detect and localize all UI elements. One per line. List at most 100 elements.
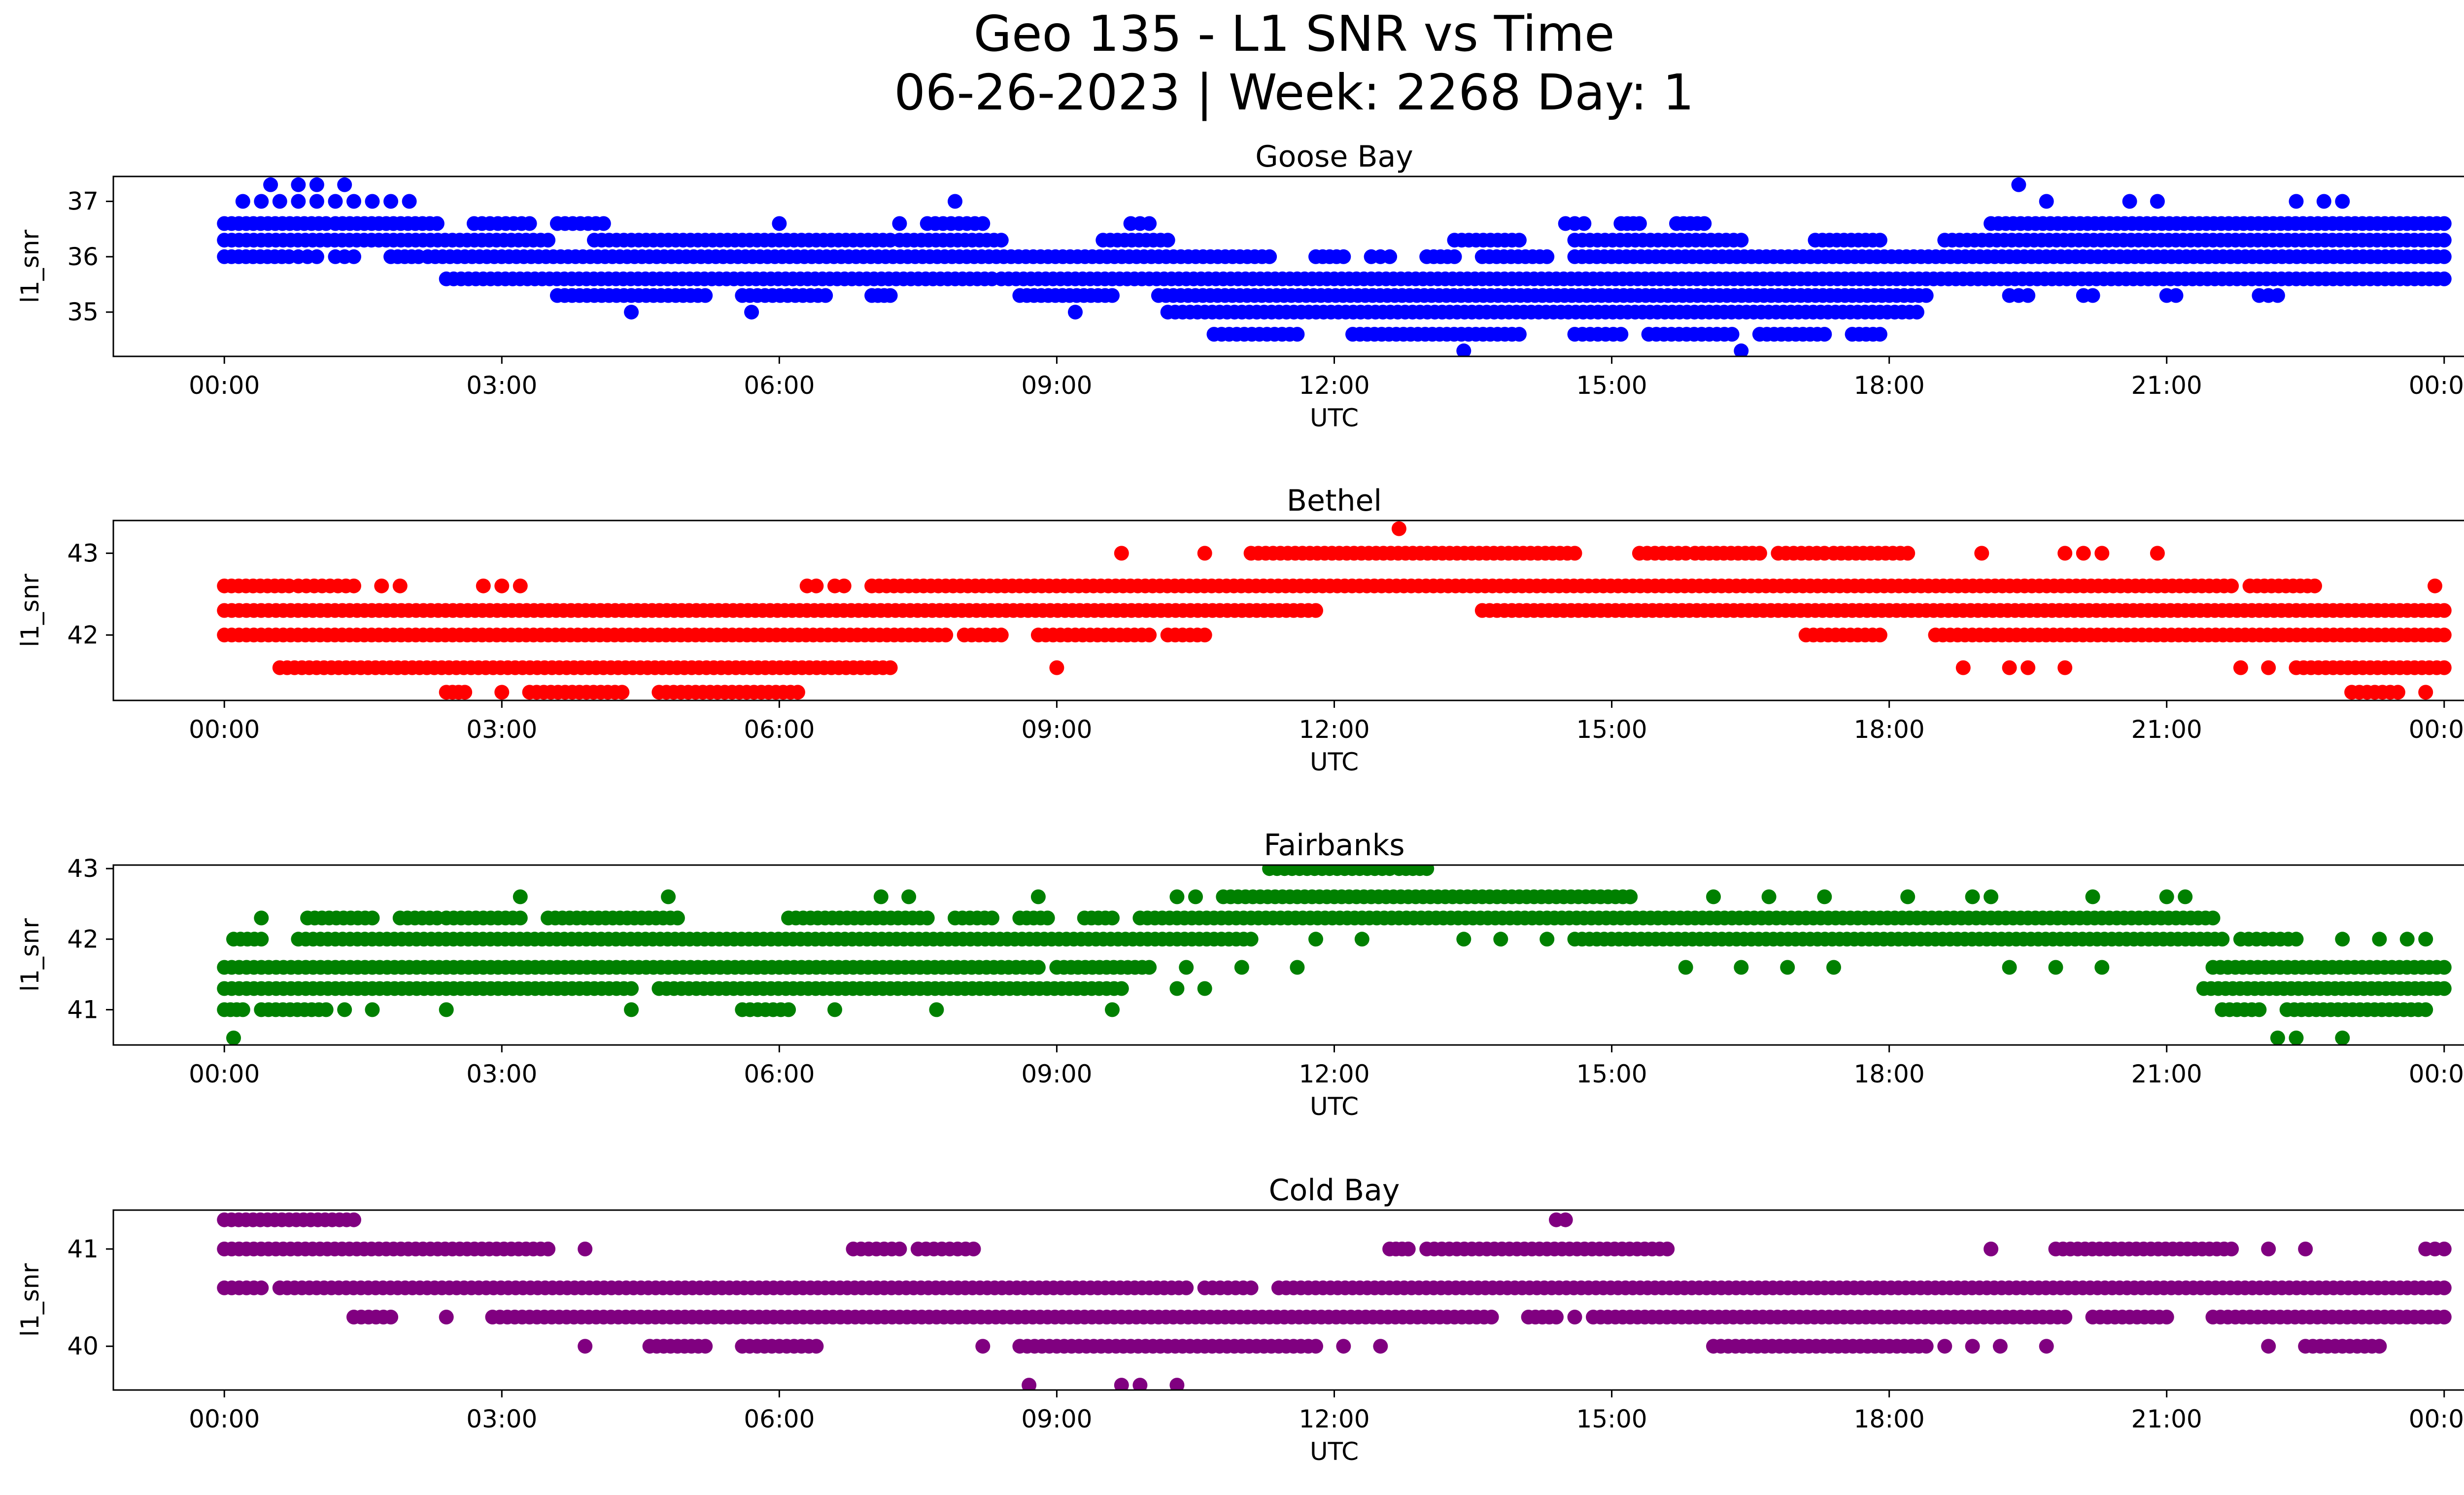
data-point	[2316, 194, 2331, 209]
data-point	[235, 1002, 250, 1017]
data-point	[790, 685, 805, 700]
data-point	[1484, 1310, 1499, 1324]
data-point	[513, 889, 528, 904]
data-point	[1992, 1339, 2008, 1354]
data-point	[328, 194, 343, 209]
data-point	[2159, 889, 2174, 904]
data-point	[254, 194, 269, 209]
data-point	[1697, 216, 1712, 231]
data-point	[2428, 578, 2442, 593]
data-point	[309, 249, 324, 264]
data-point	[2011, 177, 2026, 192]
data-point	[1169, 889, 1185, 904]
subplot-4: Cold Bay 00:00 03:00 06:00 09:00 12:00 15:00 18…	[16, 1173, 2464, 1466]
data-point	[1613, 327, 1629, 342]
data-point	[2039, 194, 2054, 209]
data-point	[2418, 685, 2433, 700]
data-point	[439, 1310, 454, 1324]
data-point	[1734, 233, 1749, 248]
data-point	[346, 194, 361, 209]
x-tick-label: 09:00	[1021, 1060, 1092, 1088]
x-tick-label: 03:00	[466, 715, 537, 744]
data-point	[920, 910, 935, 926]
data-point	[809, 578, 824, 593]
data-point	[2094, 546, 2110, 561]
data-point	[2094, 960, 2110, 975]
data-point	[1984, 1241, 1999, 1256]
y-tick-label: 41	[67, 995, 99, 1024]
data-point	[1243, 1280, 1259, 1295]
data-point	[337, 1002, 352, 1017]
data-point	[1872, 233, 1887, 248]
x-tick-label: 00:00	[2409, 715, 2464, 744]
data-point	[901, 889, 917, 904]
data-point	[2399, 932, 2415, 947]
data-point	[1234, 960, 1249, 975]
data-point	[2224, 1241, 2239, 1256]
data-point	[1632, 216, 1647, 231]
data-points	[217, 177, 2452, 356]
data-point	[2270, 1030, 2285, 1045]
data-point	[873, 889, 889, 904]
data-point	[2270, 288, 2285, 303]
data-point	[1678, 960, 1693, 975]
data-point	[1493, 932, 1508, 947]
data-point	[1447, 249, 1462, 264]
data-point	[1105, 1002, 1120, 1017]
data-point	[2298, 1241, 2313, 1256]
data-point	[1872, 627, 1887, 643]
data-point	[346, 249, 361, 264]
figure-title-line2: 06-26-2023 | Week: 2268 Day: 1	[894, 64, 1694, 121]
data-point	[365, 1002, 380, 1017]
data-point	[2122, 194, 2137, 209]
data-point	[2436, 233, 2452, 248]
data-point	[1540, 932, 1555, 947]
y-tick-label: 42	[67, 621, 99, 649]
x-tick-label: 15:00	[1576, 371, 1647, 400]
data-point	[2436, 960, 2452, 975]
data-point	[1909, 305, 1924, 320]
data-point	[226, 1030, 241, 1045]
data-point	[1049, 660, 1064, 675]
data-point	[2205, 910, 2221, 926]
data-point	[2233, 660, 2248, 675]
data-point	[818, 288, 833, 303]
data-point	[2436, 1310, 2452, 1324]
data-point	[1391, 521, 1406, 536]
data-point	[1308, 1339, 1323, 1354]
data-points	[217, 1212, 2452, 1390]
data-point	[1965, 1339, 1980, 1354]
x-tick-label: 00:00	[2409, 371, 2464, 400]
data-point	[1022, 1378, 1037, 1390]
y-tick-label: 43	[67, 539, 99, 567]
x-tick-label: 00:00	[2409, 1060, 2464, 1088]
data-point	[698, 1339, 713, 1354]
data-point	[2436, 216, 2452, 231]
y-tick-label: 40	[67, 1332, 99, 1360]
data-point	[2076, 546, 2091, 561]
data-point	[272, 194, 287, 209]
data-point	[948, 194, 962, 209]
data-point	[1142, 216, 1157, 231]
data-point	[975, 1339, 991, 1354]
data-point	[337, 177, 352, 192]
data-point	[1290, 327, 1305, 342]
data-point	[1179, 960, 1194, 975]
data-point	[365, 910, 380, 926]
data-point	[309, 177, 324, 192]
data-point	[883, 660, 898, 675]
x-tick-label: 09:00	[1021, 1405, 1092, 1433]
data-point	[2261, 1339, 2276, 1354]
data-point	[809, 1339, 824, 1354]
x-tick-label: 15:00	[1576, 715, 1647, 744]
data-point	[2418, 1002, 2433, 1017]
y-tick-label: 35	[67, 298, 99, 326]
subplot-1: Goose Bay 00:00 03:00 06:00 09:00 12:00 15:00 1…	[16, 139, 2464, 432]
data-point	[2372, 932, 2387, 947]
data-point	[318, 1002, 334, 1017]
x-tick-label: 15:00	[1576, 1405, 1647, 1433]
x-tick-label: 18:00	[1854, 1060, 1925, 1088]
x-tick-label: 00:00	[189, 1060, 260, 1088]
data-point	[522, 216, 537, 231]
data-point	[578, 1241, 593, 1256]
